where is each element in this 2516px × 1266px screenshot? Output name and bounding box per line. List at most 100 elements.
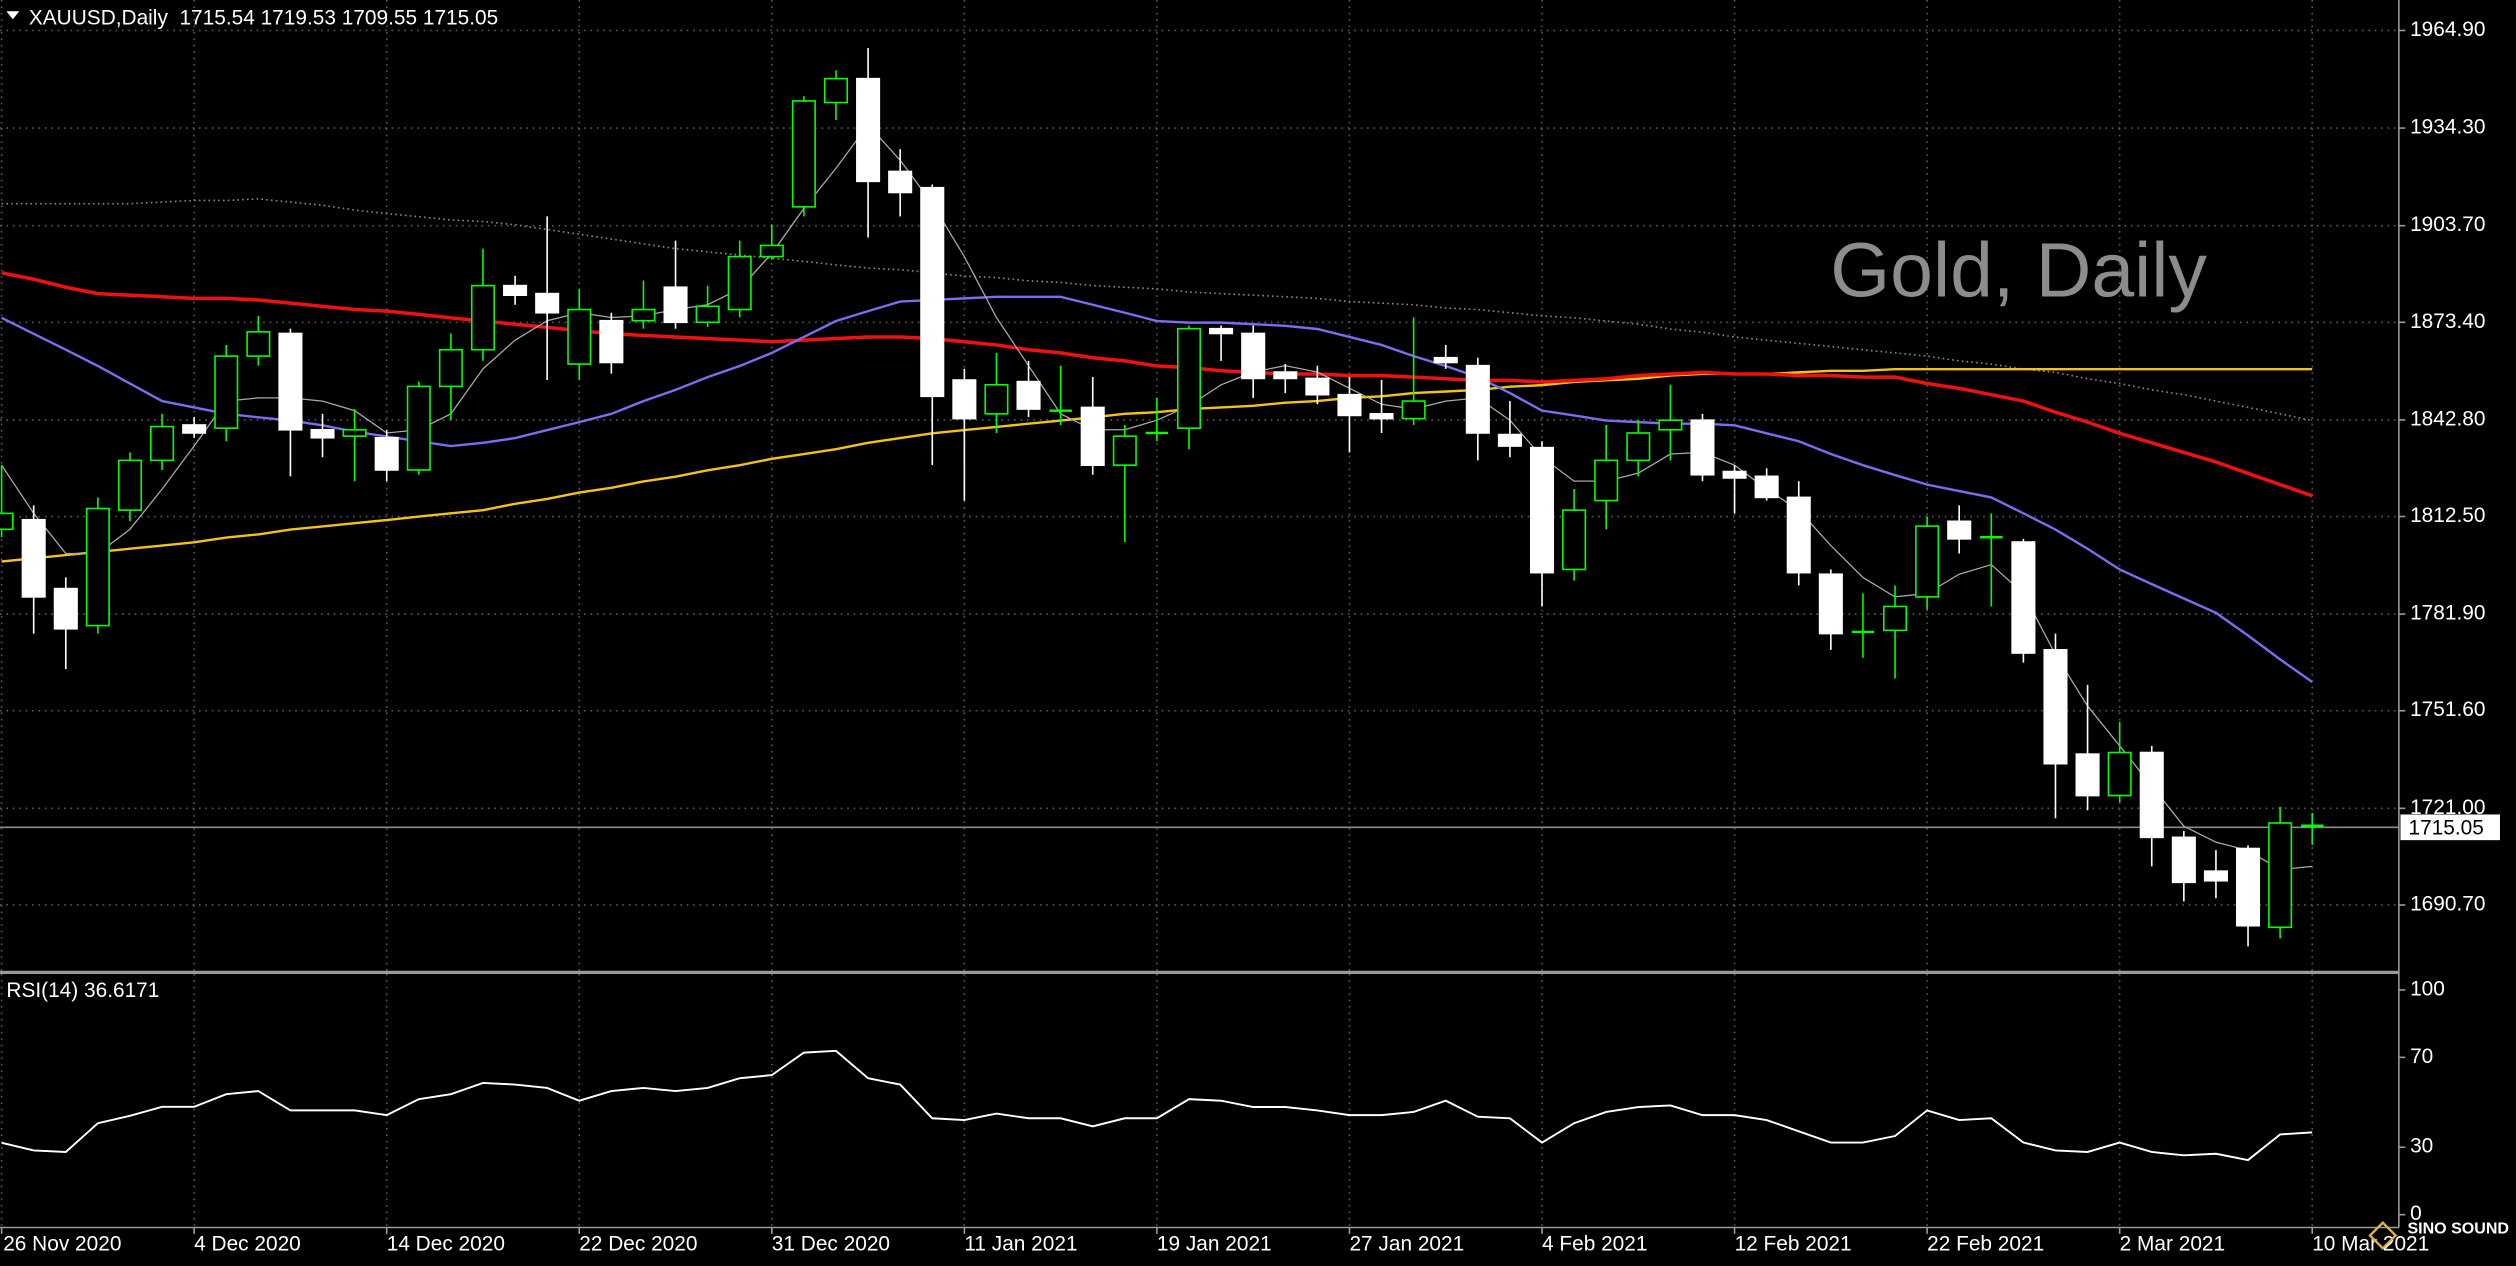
y-tick-label: 1781.90 bbox=[2410, 602, 2485, 625]
candle-body bbox=[1241, 332, 1266, 380]
current-price-label: 1715.05 bbox=[2408, 816, 2483, 839]
y-tick-label: 1751.60 bbox=[2410, 698, 2485, 721]
candle-body bbox=[2139, 751, 2164, 839]
candle-body bbox=[2235, 847, 2261, 927]
candle-body bbox=[1369, 413, 1394, 420]
rsi-line bbox=[1, 1049, 2313, 1162]
watermark-layer: Gold, Daily bbox=[1830, 227, 2207, 313]
candle-body bbox=[1594, 459, 1619, 502]
y-tick-label: 1812.50 bbox=[2410, 504, 2485, 527]
candle-body bbox=[214, 355, 239, 429]
y-tick-label: 1964.90 bbox=[2410, 18, 2485, 41]
candle-body bbox=[246, 331, 271, 357]
candle-body bbox=[1465, 364, 1490, 434]
candle-body bbox=[567, 308, 592, 365]
x-tick-label: 19 Jan 2021 bbox=[1157, 1233, 1272, 1256]
x-tick-label: 27 Jan 2021 bbox=[1349, 1233, 1464, 1256]
y-tick-label: 1842.80 bbox=[2410, 407, 2485, 430]
candle-body bbox=[888, 170, 913, 194]
candle-body bbox=[1080, 406, 1105, 466]
x-tick-label: 22 Feb 2021 bbox=[1927, 1233, 2044, 1256]
x-tick-label: 14 Dec 2020 bbox=[387, 1233, 505, 1256]
candle-body bbox=[535, 292, 560, 314]
logo: SINO SOUND bbox=[2368, 1219, 2509, 1251]
chart-title: XAUUSD,Daily 1715.54 1719.53 1709.55 171… bbox=[29, 7, 498, 30]
candle-body bbox=[984, 384, 1009, 415]
candle-body bbox=[2011, 541, 2036, 654]
candle-body bbox=[310, 428, 335, 439]
candle-body bbox=[1529, 446, 1555, 574]
x-tick-label: 10 Mar 2021 bbox=[2312, 1233, 2429, 1256]
candle-body bbox=[599, 319, 624, 364]
candle-body bbox=[503, 284, 528, 296]
candle-body bbox=[1016, 380, 1041, 410]
candle-body bbox=[182, 424, 207, 434]
candle-body bbox=[1818, 573, 1843, 635]
candle-body bbox=[1273, 371, 1298, 380]
candle-body bbox=[2075, 753, 2100, 797]
candle-body bbox=[150, 425, 175, 462]
x-tick-label: 4 Feb 2021 bbox=[1542, 1233, 1647, 1256]
candle-body bbox=[1690, 419, 1715, 476]
candle-body bbox=[53, 587, 78, 630]
menu-triangle bbox=[6, 11, 20, 20]
rsi-title: RSI(14) 36.6171 bbox=[6, 979, 159, 1002]
candle-body bbox=[823, 77, 849, 104]
x-tick-label: 12 Feb 2021 bbox=[1735, 1233, 1852, 1256]
candle-body bbox=[1209, 327, 1234, 335]
x-tick-label: 4 Dec 2020 bbox=[194, 1233, 301, 1256]
y-tick-label: 70 bbox=[2410, 1045, 2433, 1068]
candle-body bbox=[663, 286, 688, 324]
candle-body bbox=[1754, 475, 1779, 499]
y-tick-label: 1903.70 bbox=[2410, 213, 2485, 236]
candle-body bbox=[1112, 435, 1137, 466]
axes: 1964.90 1934.30 1903.70 1873.40 1842.80 1812.… bbox=[0, 18, 2500, 1256]
candle-body bbox=[117, 459, 143, 511]
candle-body bbox=[278, 332, 303, 431]
candle-body bbox=[0, 512, 14, 531]
candle-body bbox=[470, 284, 496, 351]
candle-body bbox=[406, 385, 431, 471]
candle-body bbox=[1658, 419, 1683, 431]
candle-body bbox=[2268, 822, 2293, 929]
candle-body bbox=[759, 244, 784, 258]
candle-body bbox=[1786, 496, 1811, 574]
candle-body bbox=[342, 428, 367, 437]
y-tick-label: 1690.70 bbox=[2410, 892, 2485, 915]
candle-body bbox=[1337, 393, 1362, 417]
y-tick-label: 1721.00 bbox=[2410, 796, 2485, 819]
moving-average bbox=[1, 198, 2313, 422]
moving-average bbox=[1, 271, 2313, 498]
watermark: Gold, Daily bbox=[1830, 227, 2207, 313]
y-tick-label: 0 bbox=[2410, 1202, 2422, 1225]
candle-body bbox=[1562, 509, 1587, 571]
candle-body bbox=[1497, 433, 1522, 447]
logo-text: SINO SOUND bbox=[2407, 1219, 2509, 1237]
candle-body bbox=[1882, 605, 1908, 632]
candle-body bbox=[374, 436, 399, 471]
x-tick-label: 11 Jan 2021 bbox=[964, 1233, 1077, 1256]
candle-body bbox=[791, 100, 816, 208]
current-price-box bbox=[2400, 814, 2500, 841]
candle-body bbox=[631, 308, 656, 322]
y-tick-label: 1934.30 bbox=[2410, 116, 2485, 139]
y-tick-label: 100 bbox=[2410, 977, 2445, 1000]
x-tick-label: 22 Dec 2020 bbox=[579, 1233, 697, 1256]
candle-body bbox=[85, 507, 110, 627]
x-tick-label: 31 Dec 2020 bbox=[772, 1233, 890, 1256]
main-plot bbox=[0, 48, 2399, 947]
candle-body bbox=[856, 77, 881, 183]
candle-body bbox=[952, 379, 977, 420]
candle-body bbox=[438, 348, 463, 388]
candle-body bbox=[2203, 870, 2228, 882]
candle-body bbox=[1947, 520, 1972, 540]
candle-body bbox=[2107, 751, 2132, 797]
candle-body bbox=[695, 305, 720, 324]
candle-body bbox=[2043, 649, 2068, 765]
x-tick-label: 2 Mar 2021 bbox=[2120, 1233, 2225, 1256]
candle-body bbox=[1305, 377, 1330, 396]
logo-icon bbox=[2368, 1220, 2398, 1251]
candle-body bbox=[1722, 470, 1747, 479]
